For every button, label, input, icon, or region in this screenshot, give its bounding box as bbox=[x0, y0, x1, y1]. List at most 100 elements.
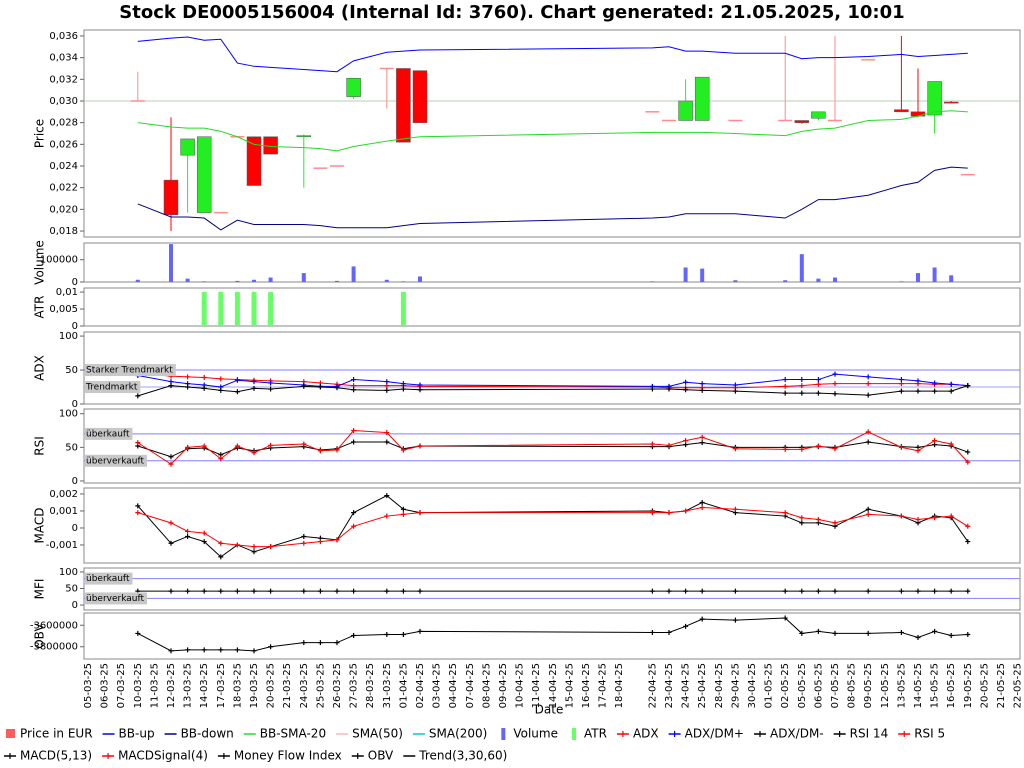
line-marker bbox=[135, 630, 141, 636]
legend-item: SMA(200) bbox=[412, 727, 487, 741]
x-tick-label: 16-04-25 bbox=[581, 663, 592, 708]
y-tick-label: 100 bbox=[59, 331, 78, 342]
bar bbox=[252, 279, 256, 282]
line-marker bbox=[251, 544, 257, 550]
x-tick-label: 28-04-25 bbox=[714, 663, 725, 708]
bar bbox=[268, 292, 274, 326]
line-marker bbox=[384, 493, 390, 499]
candle-body bbox=[412, 70, 428, 123]
panel: OBV-3800000 -3600000 bbox=[30, 612, 1021, 660]
line-marker bbox=[666, 588, 672, 594]
y-tick-label: 0,030 bbox=[49, 96, 78, 107]
line-marker bbox=[832, 520, 838, 526]
y-axis-label: ADX bbox=[33, 355, 47, 381]
legend-item: SMA(50) bbox=[336, 727, 403, 741]
y-tick-label: 0 bbox=[72, 523, 78, 534]
y-tick-label: 0,028 bbox=[49, 118, 78, 129]
y-tick-label: 0,018 bbox=[49, 226, 78, 237]
panel-frame bbox=[83, 612, 1021, 660]
candle-body bbox=[296, 135, 312, 138]
line-marker bbox=[782, 383, 788, 389]
line-marker bbox=[185, 647, 191, 653]
y-tick-label: 100 bbox=[59, 567, 78, 578]
line-marker bbox=[915, 378, 921, 384]
candle-body bbox=[163, 179, 179, 216]
legend-item: ADX bbox=[616, 727, 659, 741]
line-marker bbox=[201, 647, 207, 653]
legend-label: RSI 5 bbox=[914, 727, 945, 741]
line-marker bbox=[218, 376, 224, 382]
y-axis-label: OBV bbox=[33, 622, 47, 648]
line-marker bbox=[799, 515, 805, 521]
x-tick-label: 07-03-25 bbox=[116, 663, 127, 708]
line-marker bbox=[799, 390, 805, 396]
reference-label: überverkauft bbox=[86, 456, 145, 466]
plot-area bbox=[135, 615, 971, 654]
line-marker bbox=[218, 456, 224, 462]
line-marker bbox=[965, 588, 971, 594]
panel: Volume 0 100000 bbox=[33, 240, 1021, 288]
bar bbox=[418, 276, 422, 282]
line-marker bbox=[699, 616, 705, 622]
line bbox=[137, 617, 968, 652]
x-tick-label: 11-03-25 bbox=[149, 663, 160, 708]
line-marker bbox=[384, 513, 390, 519]
line-marker bbox=[799, 630, 805, 636]
line-marker bbox=[384, 631, 390, 637]
line-marker bbox=[201, 385, 207, 391]
line-marker bbox=[317, 539, 323, 545]
x-tick-label: 02-04-25 bbox=[415, 663, 426, 708]
reference-label-bg bbox=[85, 381, 141, 394]
x-tick-label: 06-03-25 bbox=[100, 663, 111, 708]
bar bbox=[169, 244, 173, 282]
reference-label: überkauft bbox=[86, 429, 130, 439]
x-tick-label: 24-03-25 bbox=[299, 663, 310, 708]
line bbox=[137, 507, 969, 548]
line-marker bbox=[832, 588, 838, 594]
line-marker bbox=[168, 520, 174, 526]
line-marker bbox=[251, 588, 257, 594]
line-marker bbox=[832, 391, 838, 397]
legend-label: Price in EUR bbox=[20, 727, 93, 741]
line-marker bbox=[782, 446, 788, 452]
legend-item: RSI 5 bbox=[898, 727, 945, 741]
y-tick-label: 50 bbox=[65, 365, 78, 376]
line-marker bbox=[417, 510, 423, 516]
y-tick-label: -3600000 bbox=[30, 620, 78, 631]
line bbox=[137, 36, 968, 73]
bar bbox=[201, 292, 207, 326]
bar bbox=[185, 278, 190, 282]
line-marker bbox=[201, 375, 207, 381]
bar bbox=[733, 280, 738, 282]
x-tick-label: 29-04-25 bbox=[730, 663, 741, 708]
x-tick-label: 01-05-25 bbox=[764, 663, 775, 708]
candle-body bbox=[910, 111, 926, 117]
line-marker bbox=[168, 461, 174, 467]
line-marker bbox=[268, 588, 274, 594]
line-marker bbox=[965, 383, 971, 389]
line-marker bbox=[400, 447, 406, 453]
legend-label: MACD(5,13) bbox=[20, 749, 92, 763]
line-marker bbox=[649, 441, 655, 447]
line-marker bbox=[898, 588, 904, 594]
x-tick-label: 21-05-25 bbox=[996, 663, 1007, 708]
line-marker bbox=[417, 382, 423, 388]
line-marker bbox=[334, 385, 340, 391]
legend-label: RSI 14 bbox=[850, 727, 889, 741]
legend-label: OBV bbox=[368, 749, 394, 763]
line-marker bbox=[317, 448, 323, 454]
line-marker bbox=[301, 533, 307, 539]
line-marker bbox=[168, 540, 174, 546]
y-tick-label: 0,002 bbox=[49, 489, 78, 500]
line-marker bbox=[185, 374, 191, 380]
x-tick-label: 27-03-25 bbox=[349, 663, 360, 708]
reference-label: Trendmarkt bbox=[85, 383, 138, 393]
legend-label: ADX bbox=[633, 727, 659, 741]
line-marker bbox=[251, 648, 257, 654]
line-marker bbox=[732, 388, 738, 394]
x-tick-label: 12-03-25 bbox=[166, 663, 177, 708]
x-tick-label: 07-04-25 bbox=[465, 663, 476, 708]
line-marker bbox=[234, 443, 240, 449]
line-marker bbox=[400, 506, 406, 512]
line-marker bbox=[334, 640, 340, 646]
